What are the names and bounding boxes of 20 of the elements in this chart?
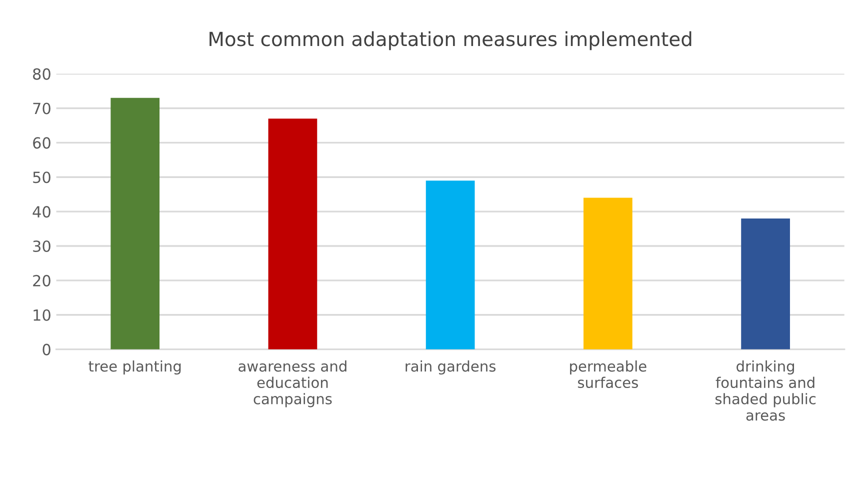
y-tick-label: 80 [33,68,50,80]
x-tick-label: drinking fountains and shaded public areas [715,360,816,421]
chart-title: Most common adaptation measures implemented [210,31,692,50]
y-tick-label: 30 [33,240,50,252]
x-tick-label: awareness and education campaigns [238,360,346,408]
x-tick-label: tree planting [88,360,181,375]
x-tick-label: permeable surfaces [570,360,646,388]
y-tick-label: 50 [33,172,50,184]
y-tick-label: 60 [33,137,50,149]
y-tick-label: 40 [32,206,50,218]
bar [584,198,632,350]
bar [741,218,790,350]
bar [110,98,160,350]
x-tick-label: rain gardens [406,360,496,375]
bar [268,118,318,350]
y-tick-label: 20 [33,274,50,286]
y-tick-label: 0 [42,344,50,356]
y-tick-label: 70 [33,102,50,114]
bar [426,180,475,350]
y-tick-label: 10 [34,309,50,321]
